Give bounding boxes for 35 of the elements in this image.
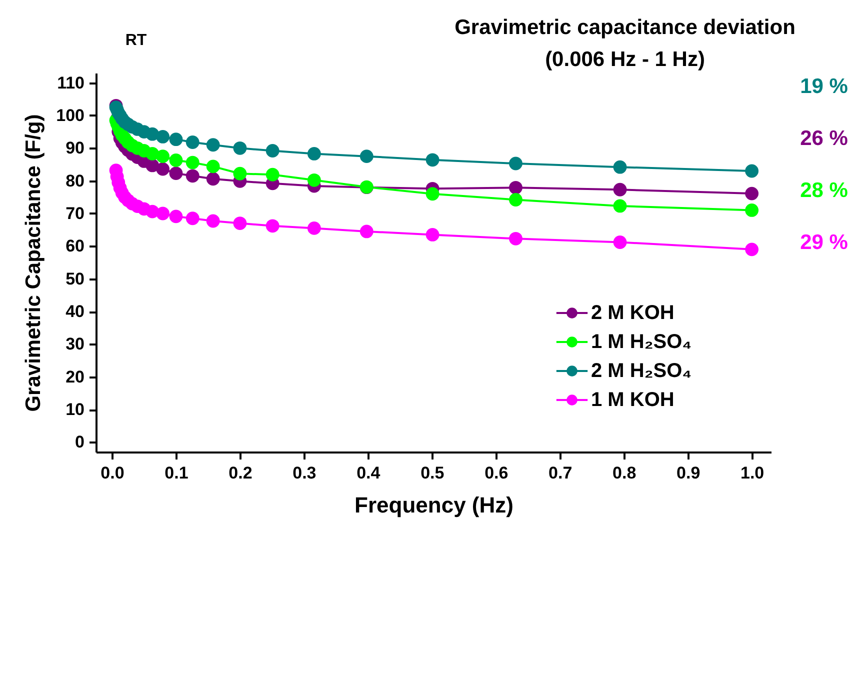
y-tick-label: 90 [66, 138, 84, 158]
y-tick-label: 50 [66, 269, 84, 288]
y-tick-label: 40 [66, 302, 84, 322]
y-tick-label: 70 [66, 204, 84, 223]
x-tick-label: 0.8 [612, 464, 636, 482]
legend-label: 1 M H₂SO₄ [591, 331, 692, 353]
text: 29 % [800, 231, 848, 254]
y-tick-label: 100 [56, 106, 84, 125]
x-tick-label: 0.1 [164, 464, 188, 482]
text: 28 % [800, 179, 848, 202]
y-tick-label: 30 [66, 334, 84, 354]
x-tick-label: 0.0 [100, 464, 124, 482]
y-tick-label: 10 [66, 400, 84, 420]
x-tick-label: 0.7 [548, 464, 572, 482]
y-tick-label: 20 [66, 367, 84, 386]
x-tick-label: 0.6 [484, 464, 508, 482]
legend-label: 1 M KOH [591, 389, 674, 411]
text: 26 % [800, 127, 848, 150]
x-tick-label: 0.3 [292, 464, 316, 482]
x-tick-label: 0.9 [676, 464, 700, 482]
y-tick-label: 110 [57, 73, 84, 92]
x-tick-label: 0.5 [420, 464, 444, 482]
y-tick-label: 60 [66, 236, 84, 256]
x-tick-label: 0.4 [356, 464, 381, 482]
x-axis-title: Frequency (Hz) [354, 492, 514, 518]
text: 19 % [800, 75, 848, 98]
chart-title: Gravimetric capacitance deviation (0.006 Hz - 1 Hz) [454, 16, 796, 71]
legend-label: 2 M H₂SO₄ [591, 360, 692, 382]
text: RT [125, 32, 147, 49]
y-tick-label: 0 [75, 432, 84, 452]
y-tick-label: 80 [66, 171, 84, 190]
legend-label: 2 M KOH [591, 302, 674, 324]
x-tick-label: 0.2 [228, 464, 252, 482]
y-axis-title: Gravimetric Capacitance (F/g) [22, 114, 46, 412]
x-tick-label: 1.0 [740, 464, 764, 482]
